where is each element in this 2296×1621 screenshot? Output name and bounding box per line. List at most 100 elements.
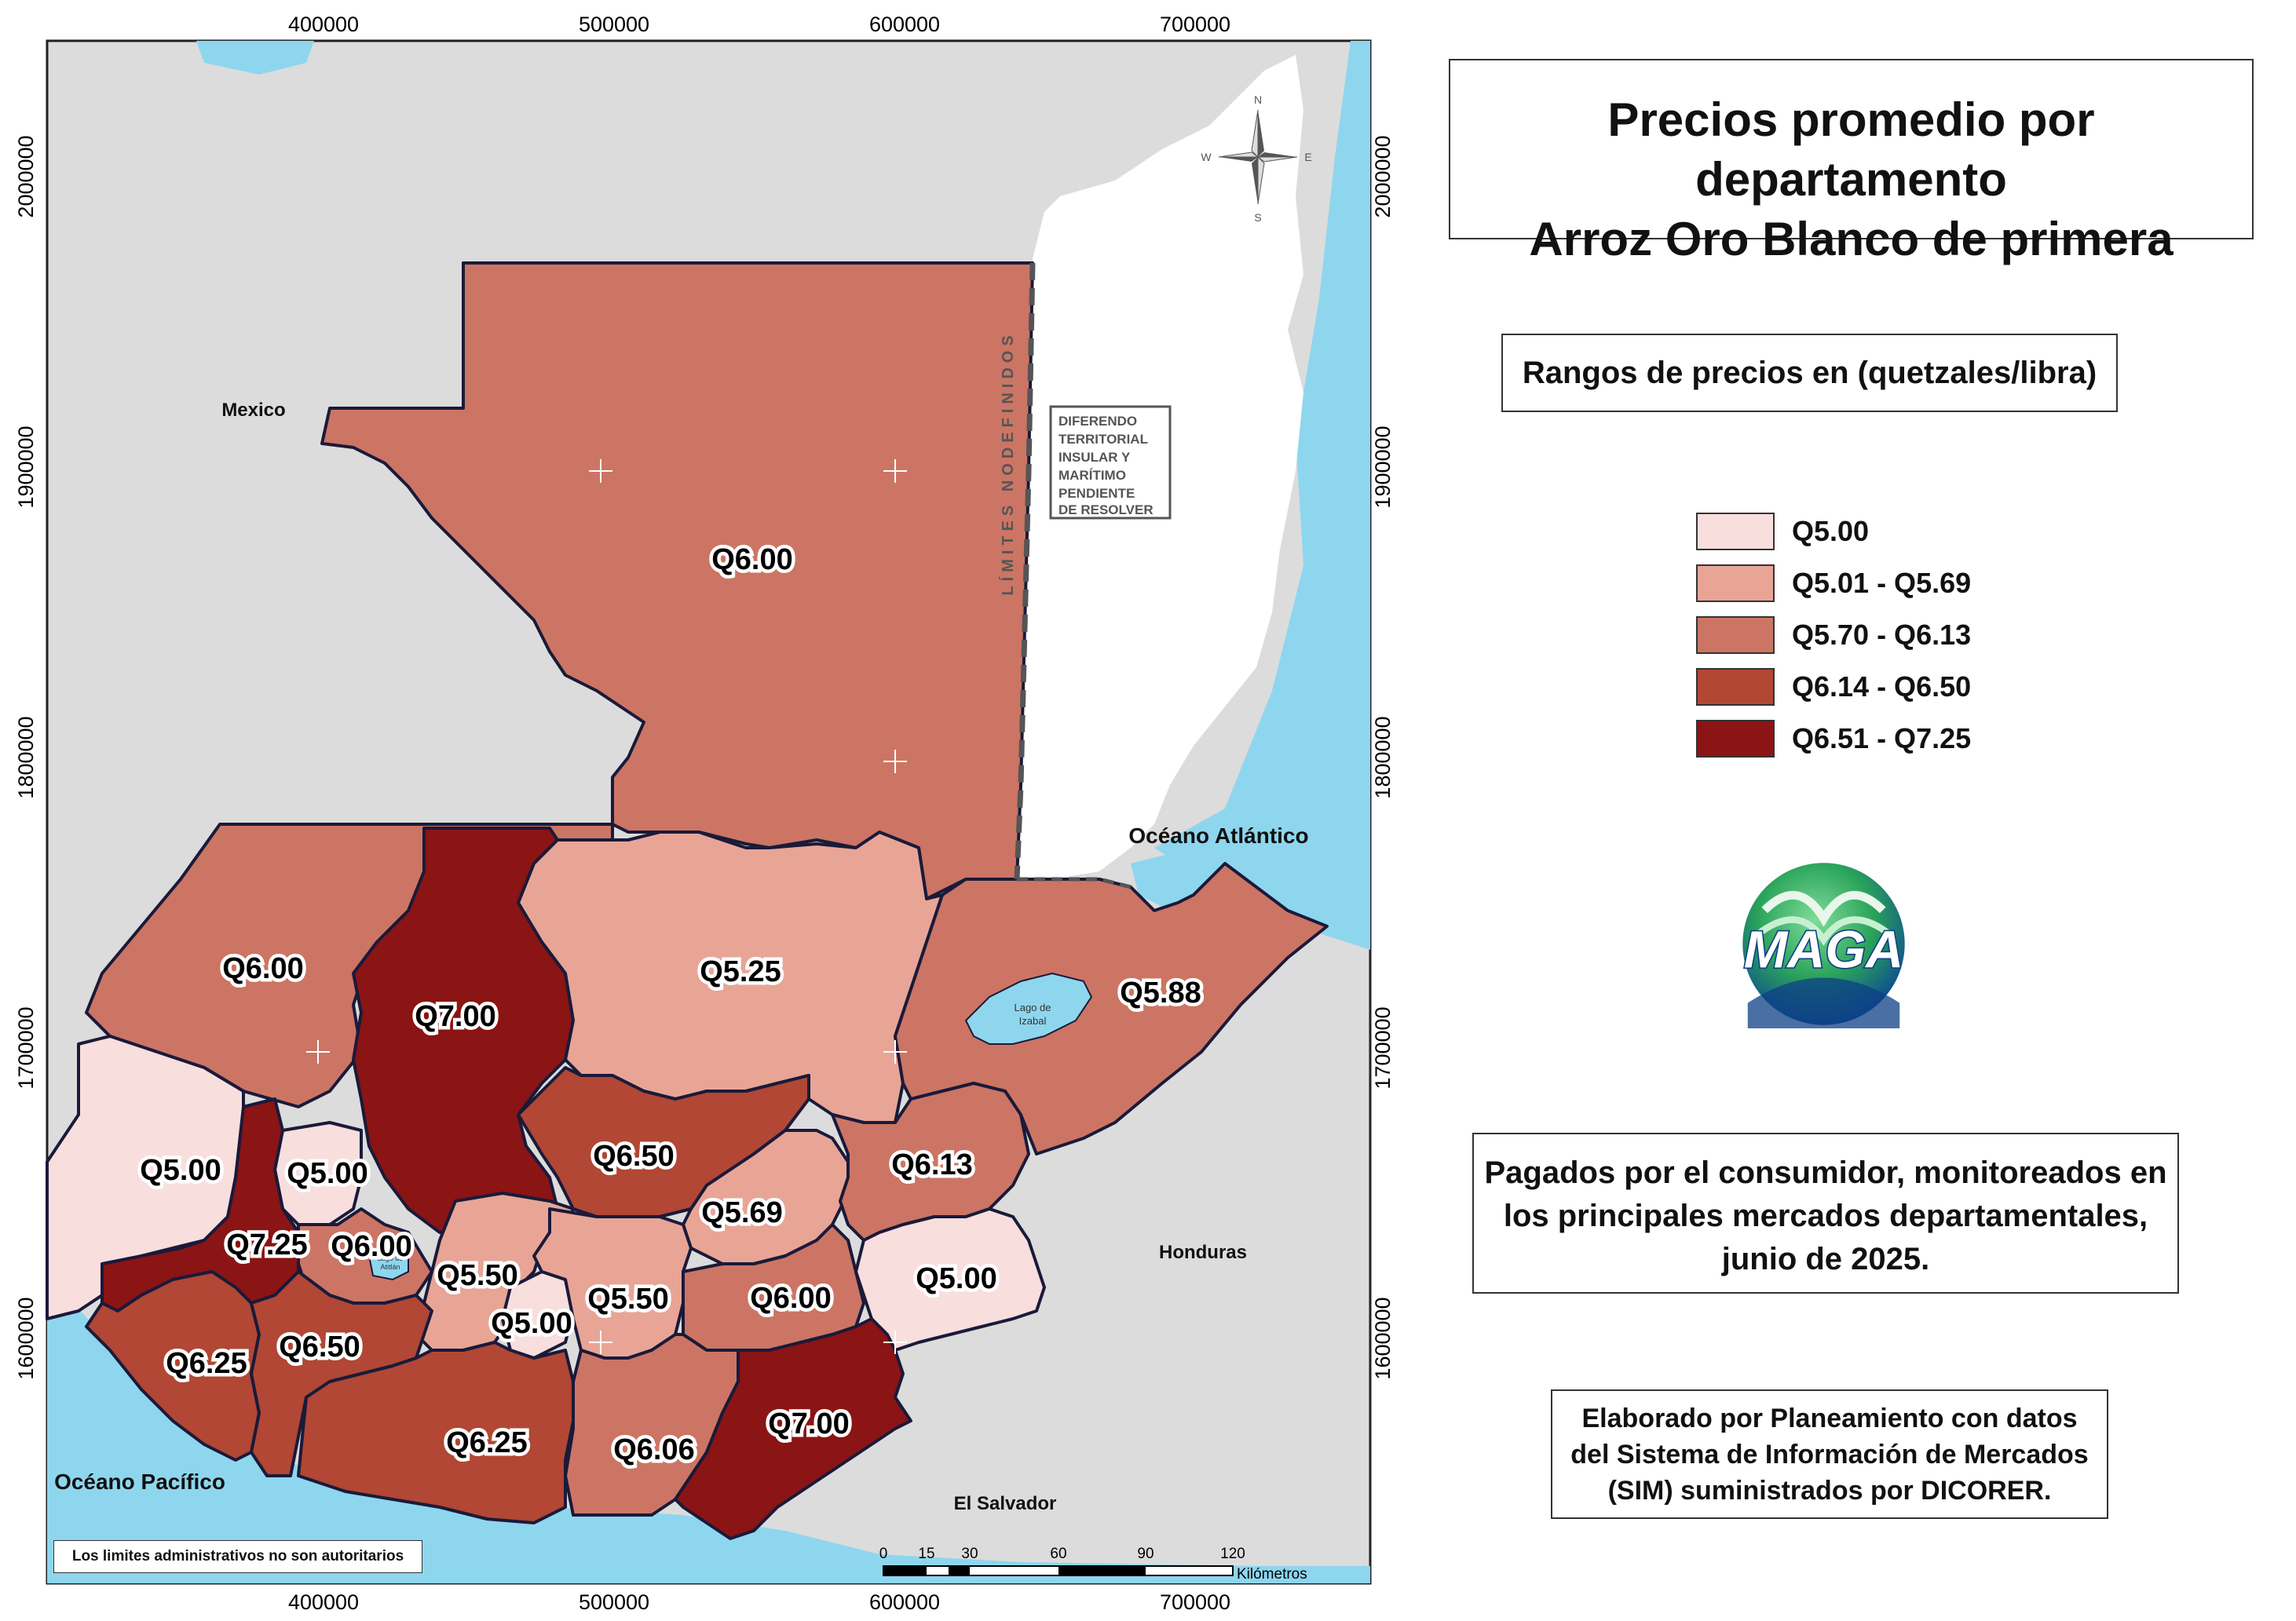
legend-label: Q5.70 - Q6.13: [1792, 619, 1972, 651]
axis-y-left: 2000000 1900000 1800000 1700000 1600000: [14, 135, 38, 1379]
label-honduras: Honduras: [1159, 1242, 1247, 1263]
dispute-line: DIFERENDO: [1058, 414, 1137, 429]
price-label-jutiapa: Q7.00: [768, 1407, 850, 1440]
compass-w: W: [1201, 151, 1212, 163]
axis-y-left-label: 2000000: [14, 135, 38, 217]
label-lago-izabal-1: Lago de: [1015, 1002, 1051, 1013]
compass-s: S: [1254, 211, 1261, 224]
lago-atitlan: [367, 1247, 409, 1281]
legend-swatch: [1696, 564, 1775, 602]
price-label-baja-verapaz: Q6.50: [593, 1140, 675, 1173]
price-label-santa-rosa: Q6.06: [613, 1433, 695, 1466]
axis-y-right-label: 1900000: [1371, 425, 1395, 508]
compass-n: N: [1254, 93, 1262, 106]
price-label-retalhuleu: Q6.25: [166, 1347, 247, 1380]
pacific-ocean: [47, 1272, 1370, 1583]
price-label-huehuetenango: Q6.00: [222, 952, 304, 985]
axis-x-bottom-label: 400000: [288, 1590, 359, 1614]
credits-note: Elaborado por Planeamiento con datos del…: [1551, 1389, 2108, 1519]
axis-y-right-label: 1600000: [1371, 1297, 1395, 1379]
legend-item: Q5.00: [1696, 506, 1971, 557]
legend-swatch: [1696, 668, 1775, 706]
scale-tick: 0: [879, 1546, 888, 1562]
consumer-note: Pagados por el consumidor, monitoreados …: [1472, 1133, 2179, 1294]
axis-x-bottom-label: 500000: [579, 1590, 649, 1614]
label-lago-atitlan-2: Atitlán: [380, 1263, 400, 1271]
scale-unit: Kilómetros: [1237, 1566, 1307, 1583]
region-izabal: [894, 862, 1329, 1156]
price-label-zacapa: Q6.13: [891, 1148, 973, 1181]
price-label-solola: Q6.00: [331, 1230, 412, 1263]
legend-swatch: [1696, 513, 1775, 550]
price-label-el-progreso: Q5.69: [701, 1196, 783, 1229]
disclaimer: Los limites administrativos no son autor…: [53, 1540, 422, 1573]
axis-y-right-label: 1700000: [1371, 1006, 1395, 1089]
price-label-quetzaltenango: Q7.25: [226, 1229, 308, 1261]
credits-line-3: (SIM) suministrados por DICORER.: [1607, 1476, 2052, 1506]
axis-x-bottom-label: 700000: [1160, 1590, 1230, 1614]
axis-y-left-label: 1800000: [14, 716, 38, 798]
region-jutiapa: [674, 1317, 912, 1540]
label-pacific: Océano Pacífico: [54, 1469, 225, 1494]
paid-line-2: los principales mercados departamentales…: [1503, 1199, 2148, 1233]
axis-x-top-label: 600000: [869, 13, 940, 36]
axis-x-top-label: 500000: [579, 13, 649, 36]
gulf-top: [196, 41, 314, 75]
title-line-2: Arroz Oro Blanco de primera: [1529, 213, 2174, 265]
scale-tick: 90: [1137, 1546, 1153, 1562]
price-label-peten: Q6.00: [711, 543, 793, 576]
price-label-suchitepequez: Q6.50: [279, 1331, 360, 1364]
axis-x-top-label: 400000: [288, 13, 359, 36]
scale-tick: 15: [918, 1546, 934, 1562]
price-label-izabal: Q5.88: [1120, 977, 1201, 1009]
lago-izabal: [964, 972, 1093, 1045]
dispute-line: PENDIENTE: [1058, 486, 1135, 501]
belize-border-dashed: [1017, 877, 1132, 889]
axis-x-bottom-label: 600000: [869, 1590, 940, 1614]
axis-y-right-label: 2000000: [1371, 135, 1395, 217]
legend-item: Q5.01 - Q5.69: [1696, 557, 1971, 609]
label-lago-atitlan-1: Lago de: [378, 1254, 404, 1262]
maga-logo: MAGA: [1742, 863, 1905, 1028]
price-label-escuintla: Q6.25: [446, 1426, 528, 1459]
dispute-line: DE RESOLVER: [1058, 502, 1153, 517]
price-label-totonicapan: Q5.00: [287, 1157, 368, 1190]
scale-tick: 120: [1220, 1546, 1245, 1562]
graticule-crosses: [306, 165, 1209, 1354]
axis-y-right: 2000000 1900000 1800000 1700000 1600000: [1371, 135, 1395, 1379]
legend-swatch: [1696, 720, 1775, 758]
price-label-jalapa: Q6.00: [750, 1282, 832, 1315]
caribbean-sea: [1154, 41, 1370, 950]
label-lago-izabal-2: Izabal: [1019, 1015, 1047, 1027]
axis-y-left-label: 1600000: [14, 1297, 38, 1379]
ranges-title: Rangos de precios en (quetzales/libra): [1501, 334, 2118, 412]
legend-swatch: [1696, 616, 1775, 654]
region-escuintla: [297, 1341, 575, 1524]
logo-text: MAGA: [1744, 922, 1904, 980]
dispute-line: TERRITORIAL: [1058, 432, 1148, 447]
label-el-salvador: El Salvador: [954, 1493, 1057, 1514]
price-label-alta-verapaz: Q5.25: [700, 955, 781, 988]
price-label-chiquimula: Q5.00: [916, 1262, 997, 1295]
scale-tick: 30: [961, 1546, 978, 1562]
scale-tick: 60: [1050, 1546, 1066, 1562]
limits-dashed-line: [1014, 262, 1036, 880]
legend-label: Q6.14 - Q6.50: [1792, 670, 1972, 703]
paid-line-3: junio de 2025.: [1721, 1242, 1930, 1276]
legend-item: Q6.14 - Q6.50: [1696, 661, 1971, 713]
price-label-chimaltenango: Q5.50: [437, 1259, 518, 1292]
price-label-guatemala: Q5.50: [587, 1283, 669, 1316]
legend-item: Q5.70 - Q6.13: [1696, 609, 1971, 661]
map-title: Precios promedio por departamento Arroz …: [1449, 59, 2254, 265]
price-label-sacatepequez: Q5.00: [491, 1307, 572, 1340]
legend-label: Q5.01 - Q5.69: [1792, 567, 1972, 599]
label-limites-nodefinidos: LÍMITES NODEFINIDOS: [999, 330, 1017, 595]
dispute-line: INSULAR Y: [1058, 450, 1131, 465]
credits-line-2: del Sistema de Información de Mercados: [1570, 1440, 2089, 1469]
credits-line-1: Elaborado por Planeamiento con datos: [1581, 1404, 2078, 1433]
dispute-box: DIFERENDO TERRITORIAL INSULAR Y MARÍTIMO…: [1049, 405, 1172, 520]
axis-y-left-label: 1700000: [14, 1006, 38, 1089]
axis-y-right-label: 1800000: [1371, 716, 1395, 798]
axis-x-bottom: 400000 500000 600000 700000: [288, 1590, 1230, 1614]
